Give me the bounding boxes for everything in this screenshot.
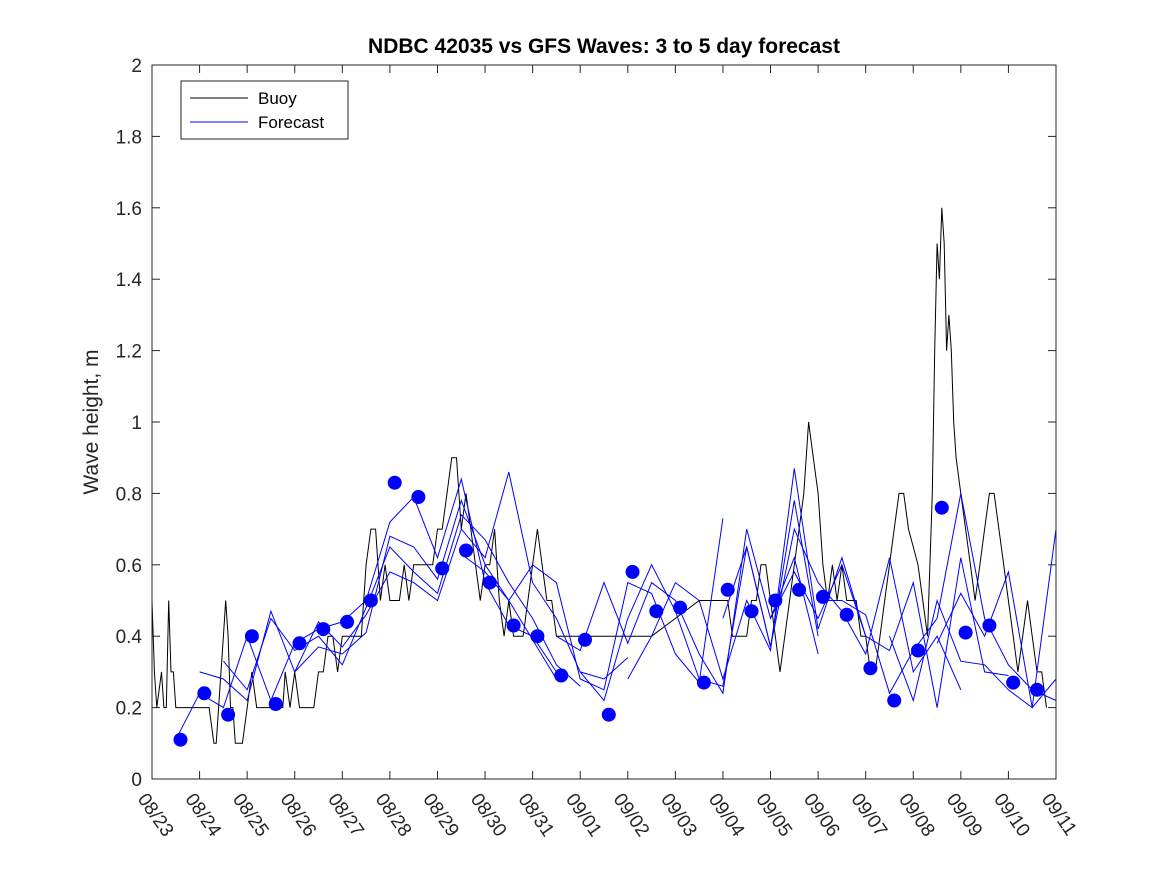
forecast-point [625,564,640,579]
legend-buoy-label: Buoy [258,89,297,108]
forecast-point [1006,675,1021,690]
forecast-point [554,668,569,683]
y-tick-label: 2 [131,56,142,77]
y-tick-label: 0.8 [116,484,142,505]
plot-area [152,65,1056,779]
forecast-point [792,582,807,597]
y-tick-label: 0.4 [116,627,143,648]
forecast-line [770,557,1009,708]
forecast-point [982,618,997,633]
forecast-point [696,675,711,690]
forecast-point [744,604,759,619]
y-tick-label: 1.8 [116,127,142,148]
forecast-point [173,732,188,747]
forecast-point [268,697,283,711]
forecast-point [506,618,521,633]
forecast-series-group [175,468,1057,740]
forecast-point [815,589,830,604]
forecast-line [556,528,819,695]
forecast-point [221,707,236,722]
buoy-series [151,207,1047,744]
forecast-point [197,686,212,701]
y-tick-label: 0.2 [116,699,142,720]
y-axis-label: Wave height, m [80,349,103,494]
forecast-point [411,490,426,504]
forecast-point [459,543,473,558]
y-tick-label: 1.6 [116,199,142,220]
forecast-point [292,636,307,651]
buoy-line [151,207,1047,744]
legend-box [180,80,349,140]
forecast-line [936,569,1057,709]
forecast-point [578,632,592,647]
forecast-point [530,629,545,644]
forecast-point [887,693,902,708]
forecast-point [340,614,355,629]
forecast-point [934,500,949,515]
y-tick-label: 1.4 [116,270,143,291]
forecast-point [863,661,878,676]
forecast-point [958,625,973,640]
forecast-point [673,600,688,615]
y-tick-label: 1 [131,413,142,434]
axis-ticks [151,64,1057,780]
forecast-point [601,707,616,722]
plot-frame [151,64,1057,780]
forecast-point [363,593,378,608]
forecast-markers [173,475,1044,747]
forecast-point [649,604,664,619]
forecast-point [1030,682,1044,697]
legend-forecast-label: Forecast [258,113,324,132]
forecast-point [482,575,497,590]
forecast-line [223,513,581,691]
forecast-point [911,643,925,658]
forecast-point [435,561,450,576]
y-tick-label: 1.2 [116,342,142,363]
forecast-point [316,622,331,637]
forecast-line [461,518,724,691]
forecast-point [768,593,783,608]
forecast-line [818,493,1057,701]
forecast-point [387,475,402,490]
forecast-point [720,582,735,597]
forecast-point [839,607,854,622]
y-tick-label: 0.6 [116,556,142,577]
y-tick-label: 0 [131,770,142,791]
forecast-line [627,468,867,681]
forecast-point [244,629,259,644]
chart-title: NDBC 42035 vs GFS Waves: 3 to 5 day fore… [368,35,840,58]
forecast-line [294,471,629,680]
legend: Buoy Forecast [180,80,349,140]
forecast-line [889,529,1057,709]
y-tick-labels: 0 0.2 0.4 0.6 0.8 1 1.2 1.4 1.6 1.8 2 [116,56,143,791]
forecast-line [199,498,557,702]
